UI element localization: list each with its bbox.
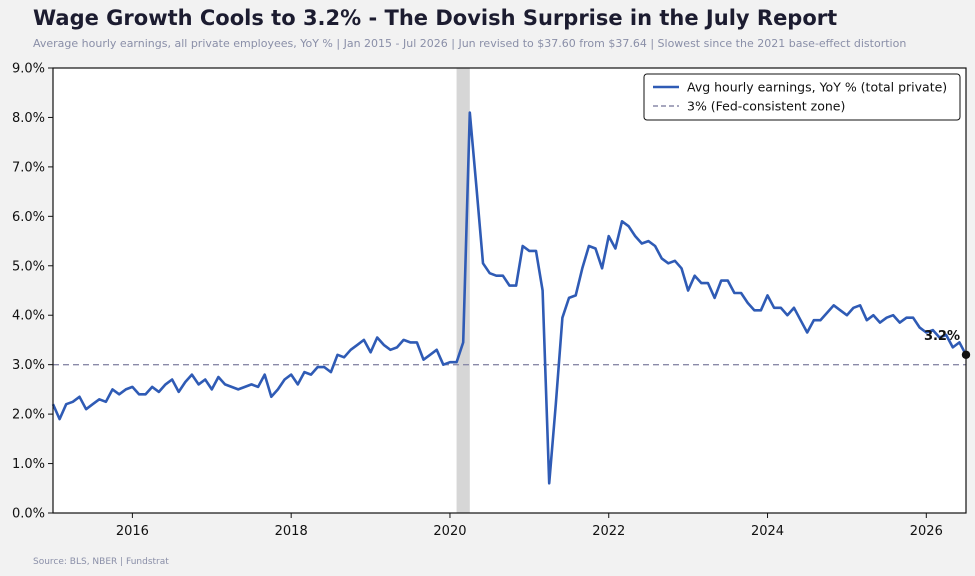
chart-title: Wage Growth Cools to 3.2% - The Dovish S…: [33, 6, 838, 30]
x-tick-label: 2020: [433, 524, 466, 539]
y-tick-label: 3.0%: [12, 358, 45, 373]
plot-area: [53, 68, 966, 513]
y-tick-label: 8.0%: [12, 111, 45, 126]
plot-frame: [52, 67, 967, 514]
legend-label-series: Avg hourly earnings, YoY % (total privat…: [687, 80, 947, 95]
x-tick-label: 2022: [592, 524, 625, 539]
recession-shading: [456, 68, 470, 513]
y-tick-label: 2.0%: [12, 408, 45, 423]
y-tick-label: 6.0%: [12, 210, 45, 225]
legend-box: [643, 73, 961, 121]
y-tick-label: 5.0%: [12, 259, 45, 274]
y-tick-label: 7.0%: [12, 160, 45, 175]
source-note: Source: BLS, NBER | Fundstrat: [33, 557, 169, 567]
series-line-avg-hourly-earnings: [51, 111, 968, 485]
legend: Avg hourly earnings, YoY % (total privat…: [643, 73, 961, 121]
legend-label-reference: 3% (Fed-consistent zone): [687, 99, 845, 114]
x-tick-label: 2016: [116, 524, 149, 539]
y-tick-label: 9.0%: [12, 62, 45, 77]
y-tick-label: 0.0%: [12, 507, 45, 522]
x-tick-label: 2026: [910, 524, 943, 539]
end-value-label: 3.2%: [924, 329, 960, 344]
x-tick-label: 2024: [751, 524, 784, 539]
x-tick-label: 2018: [275, 524, 308, 539]
chart-subtitle: Average hourly earnings, all private emp…: [33, 37, 907, 50]
y-tick-label: 4.0%: [12, 309, 45, 324]
y-tick-label: 1.0%: [12, 457, 45, 472]
